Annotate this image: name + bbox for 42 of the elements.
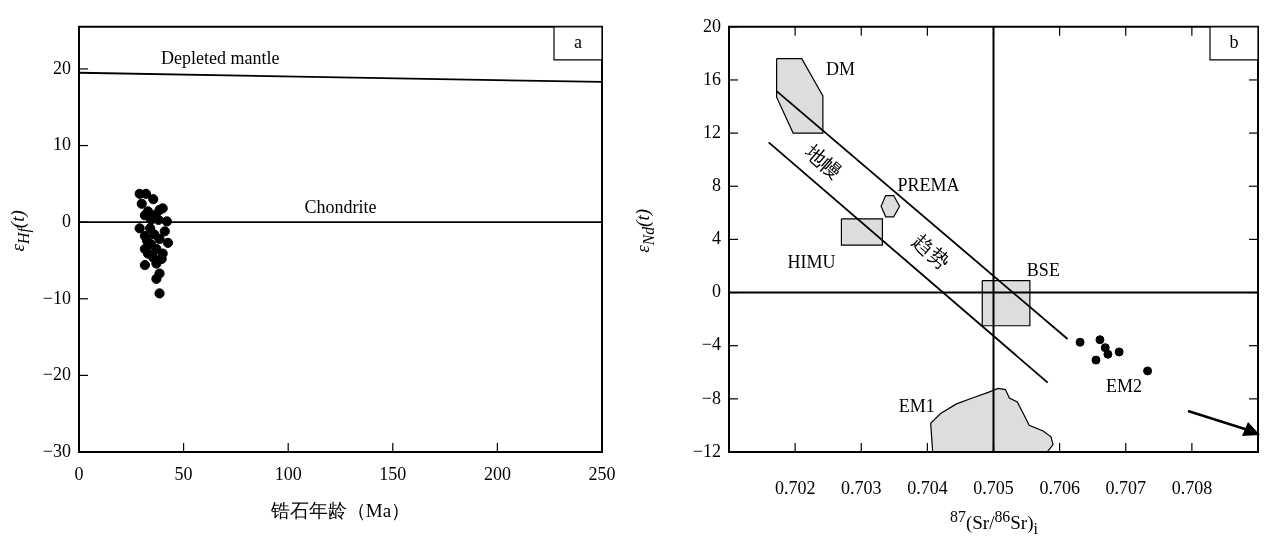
x-tick-label: 0.707 xyxy=(1105,477,1146,498)
annotation: 趋势 xyxy=(908,229,954,273)
x-tick-label: 0.702 xyxy=(774,477,816,498)
x-tick-label: 0.706 xyxy=(1039,477,1080,498)
y-tick-label: −8 xyxy=(701,387,721,408)
annotation: b xyxy=(1229,32,1239,53)
series-label: EM1 xyxy=(898,396,935,417)
annotation: a xyxy=(574,32,582,53)
y-tick-label: 20 xyxy=(53,57,71,78)
x-axis-title: $^{87}$(Sr/$^{86}$Sr)$_{i}$ xyxy=(949,508,1039,539)
y-tick-label: 0 xyxy=(62,210,71,231)
series-label: Chondrite xyxy=(304,196,377,217)
x-axis-title: 锆石年龄（Ma） xyxy=(269,499,412,523)
x-tick-label: 200 xyxy=(483,463,511,484)
y-tick-label: 8 xyxy=(712,174,721,195)
series-label: PREMA xyxy=(897,175,960,196)
x-tick-label: 0.703 xyxy=(841,477,882,498)
series-label: DM xyxy=(825,59,855,80)
x-tick-label: 250 xyxy=(588,463,616,484)
y-tick-label: 12 xyxy=(703,121,721,142)
y-tick-label: 16 xyxy=(703,68,721,89)
x-tick-label: 0.704 xyxy=(907,477,948,498)
x-tick-label: 50 xyxy=(174,463,193,484)
y-tick-label: −4 xyxy=(701,334,721,355)
x-tick-label: 0.705 xyxy=(973,477,1014,498)
series-label: Depleted mantle xyxy=(160,47,280,68)
series-label: EM2 xyxy=(1105,375,1142,396)
x-tick-label: 0 xyxy=(74,463,84,484)
x-tick-label: 150 xyxy=(379,463,407,484)
annotation: 地幔 xyxy=(800,139,846,184)
x-tick-label: 100 xyxy=(274,463,302,484)
y-tick-label: −30 xyxy=(42,440,71,461)
y-tick-label: 10 xyxy=(53,134,71,155)
series-label: BSE xyxy=(1026,260,1060,281)
y-tick-label: −12 xyxy=(692,440,721,461)
series-label: HIMU xyxy=(787,251,836,272)
x-tick-label: 0.708 xyxy=(1171,477,1213,498)
y-tick-label: 0 xyxy=(712,281,721,302)
y-tick-label: 4 xyxy=(712,228,721,249)
y-tick-label: −20 xyxy=(42,364,71,385)
y-tick-label: 20 xyxy=(703,15,721,36)
y-tick-label: −10 xyxy=(42,287,71,308)
